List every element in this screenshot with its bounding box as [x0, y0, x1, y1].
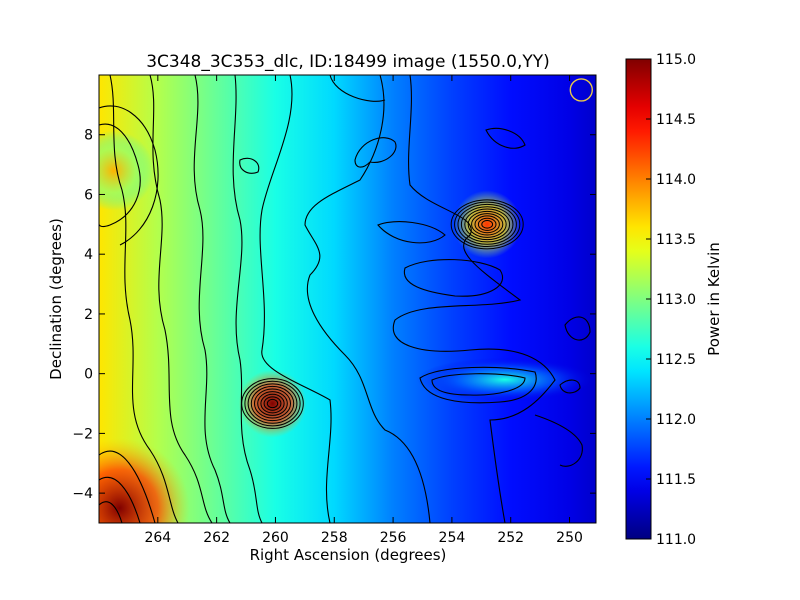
- contour-ring: [247, 383, 298, 424]
- contour-ring: [467, 210, 507, 238]
- contour-line: [534, 414, 583, 467]
- contour-line: [149, 75, 213, 523]
- x-tick-label: 264: [144, 530, 171, 546]
- source-blob-3c353: [453, 190, 522, 259]
- colorbar: 111.0 111.5 112.0 112.5 113.0 113.5 114.0 114.5…: [625, 52, 723, 548]
- contour-line: [99, 477, 141, 523]
- y-tick-label: −4: [72, 486, 93, 502]
- contour-lines: [99, 75, 591, 523]
- beam-marker: [569, 78, 593, 102]
- heatmap-background: [99, 75, 596, 523]
- x-tick-label: 252: [497, 530, 524, 546]
- colorbar-ticks: 111.0 111.5 112.0 112.5 113.0 113.5 114.0 114.5…: [646, 52, 696, 548]
- x-axis-title: Right Ascension (degrees): [250, 546, 447, 564]
- contour-ring: [266, 398, 279, 409]
- x-tick-label: 250: [556, 530, 583, 546]
- x-tick-label: 254: [439, 530, 466, 546]
- contour-ring: [250, 385, 295, 422]
- contour-line: [99, 501, 123, 523]
- source-blob: [99, 438, 190, 523]
- colorbar-tick-label: 115.0: [656, 52, 696, 68]
- contour-line: [354, 137, 397, 168]
- contour-line: [99, 105, 159, 246]
- contour-ring: [477, 217, 497, 231]
- x-tick-label: 262: [203, 530, 230, 546]
- contour-line: [419, 366, 537, 404]
- source-blob: [99, 130, 154, 211]
- colorbar-tick-label: 113.0: [656, 292, 696, 308]
- source-contours: [241, 199, 524, 429]
- contour-ring: [263, 396, 282, 411]
- plot-frame: [98, 74, 597, 524]
- contour-ring: [244, 380, 301, 427]
- contour-line: [403, 258, 503, 297]
- contour-line: [392, 75, 556, 523]
- contour-ring: [457, 203, 517, 245]
- contour-ring: [241, 378, 304, 429]
- contour-ring: [471, 213, 504, 236]
- contour-ring: [260, 393, 285, 414]
- colorbar-tick-label: 112.5: [656, 352, 696, 368]
- contour-line: [109, 75, 179, 523]
- contour-ring: [474, 215, 500, 234]
- contour-ring: [257, 391, 288, 416]
- y-tick-label: 8: [84, 128, 93, 144]
- source-blob: [416, 357, 593, 402]
- contour-ring: [454, 201, 521, 248]
- contour-line: [304, 75, 431, 523]
- y-tick-label: 4: [84, 247, 93, 263]
- colorbar-tick-label: 111.5: [656, 472, 696, 488]
- y-tick-label: −2: [72, 426, 93, 442]
- y-axis-title: Declination (degrees): [47, 218, 65, 380]
- contour-line: [431, 373, 526, 396]
- colorbar-tick-label: 114.0: [656, 172, 696, 188]
- x-tick-label: 258: [321, 530, 348, 546]
- colorbar-tick-label: 112.0: [656, 412, 696, 428]
- contour-ring: [254, 388, 292, 419]
- y-tick-label: 0: [84, 367, 93, 383]
- contour-line: [99, 450, 156, 523]
- contour-line: [329, 75, 386, 102]
- contour-line: [377, 221, 446, 244]
- source-blob-3c348: [238, 369, 307, 438]
- chart-title: 3C348_3C353_dlc, ID:18499 image (1550.0,…: [146, 52, 550, 72]
- y-axis-ticks: −4 −2 0 2 4 6 8: [72, 128, 596, 502]
- contour-line: [564, 316, 591, 341]
- x-tick-label: 256: [380, 530, 407, 546]
- colorbar-tick-label: 111.0: [656, 532, 696, 548]
- contour-line: [99, 123, 141, 228]
- contour-line: [193, 75, 231, 523]
- colorbar-tick-label: 113.5: [656, 232, 696, 248]
- contour-line: [239, 157, 260, 174]
- contour-line: [232, 75, 263, 523]
- y-tick-label: 6: [84, 187, 93, 203]
- y-tick-label: 2: [84, 307, 93, 323]
- contour-line: [559, 379, 581, 394]
- colorbar-tick-label: 114.5: [656, 112, 696, 128]
- contour-ring: [460, 206, 514, 243]
- x-axis-ticks: 264 262 260 258 256 254 252 250: [144, 75, 583, 546]
- contour-line: [259, 75, 332, 523]
- contour-line: [485, 127, 526, 149]
- contour-ring: [481, 220, 494, 229]
- x-tick-label: 260: [262, 530, 289, 546]
- contour-ring: [450, 199, 524, 250]
- contour-ring: [464, 208, 511, 241]
- plot-area: [99, 75, 596, 523]
- colorbar-title: Power in Kelvin: [705, 242, 723, 356]
